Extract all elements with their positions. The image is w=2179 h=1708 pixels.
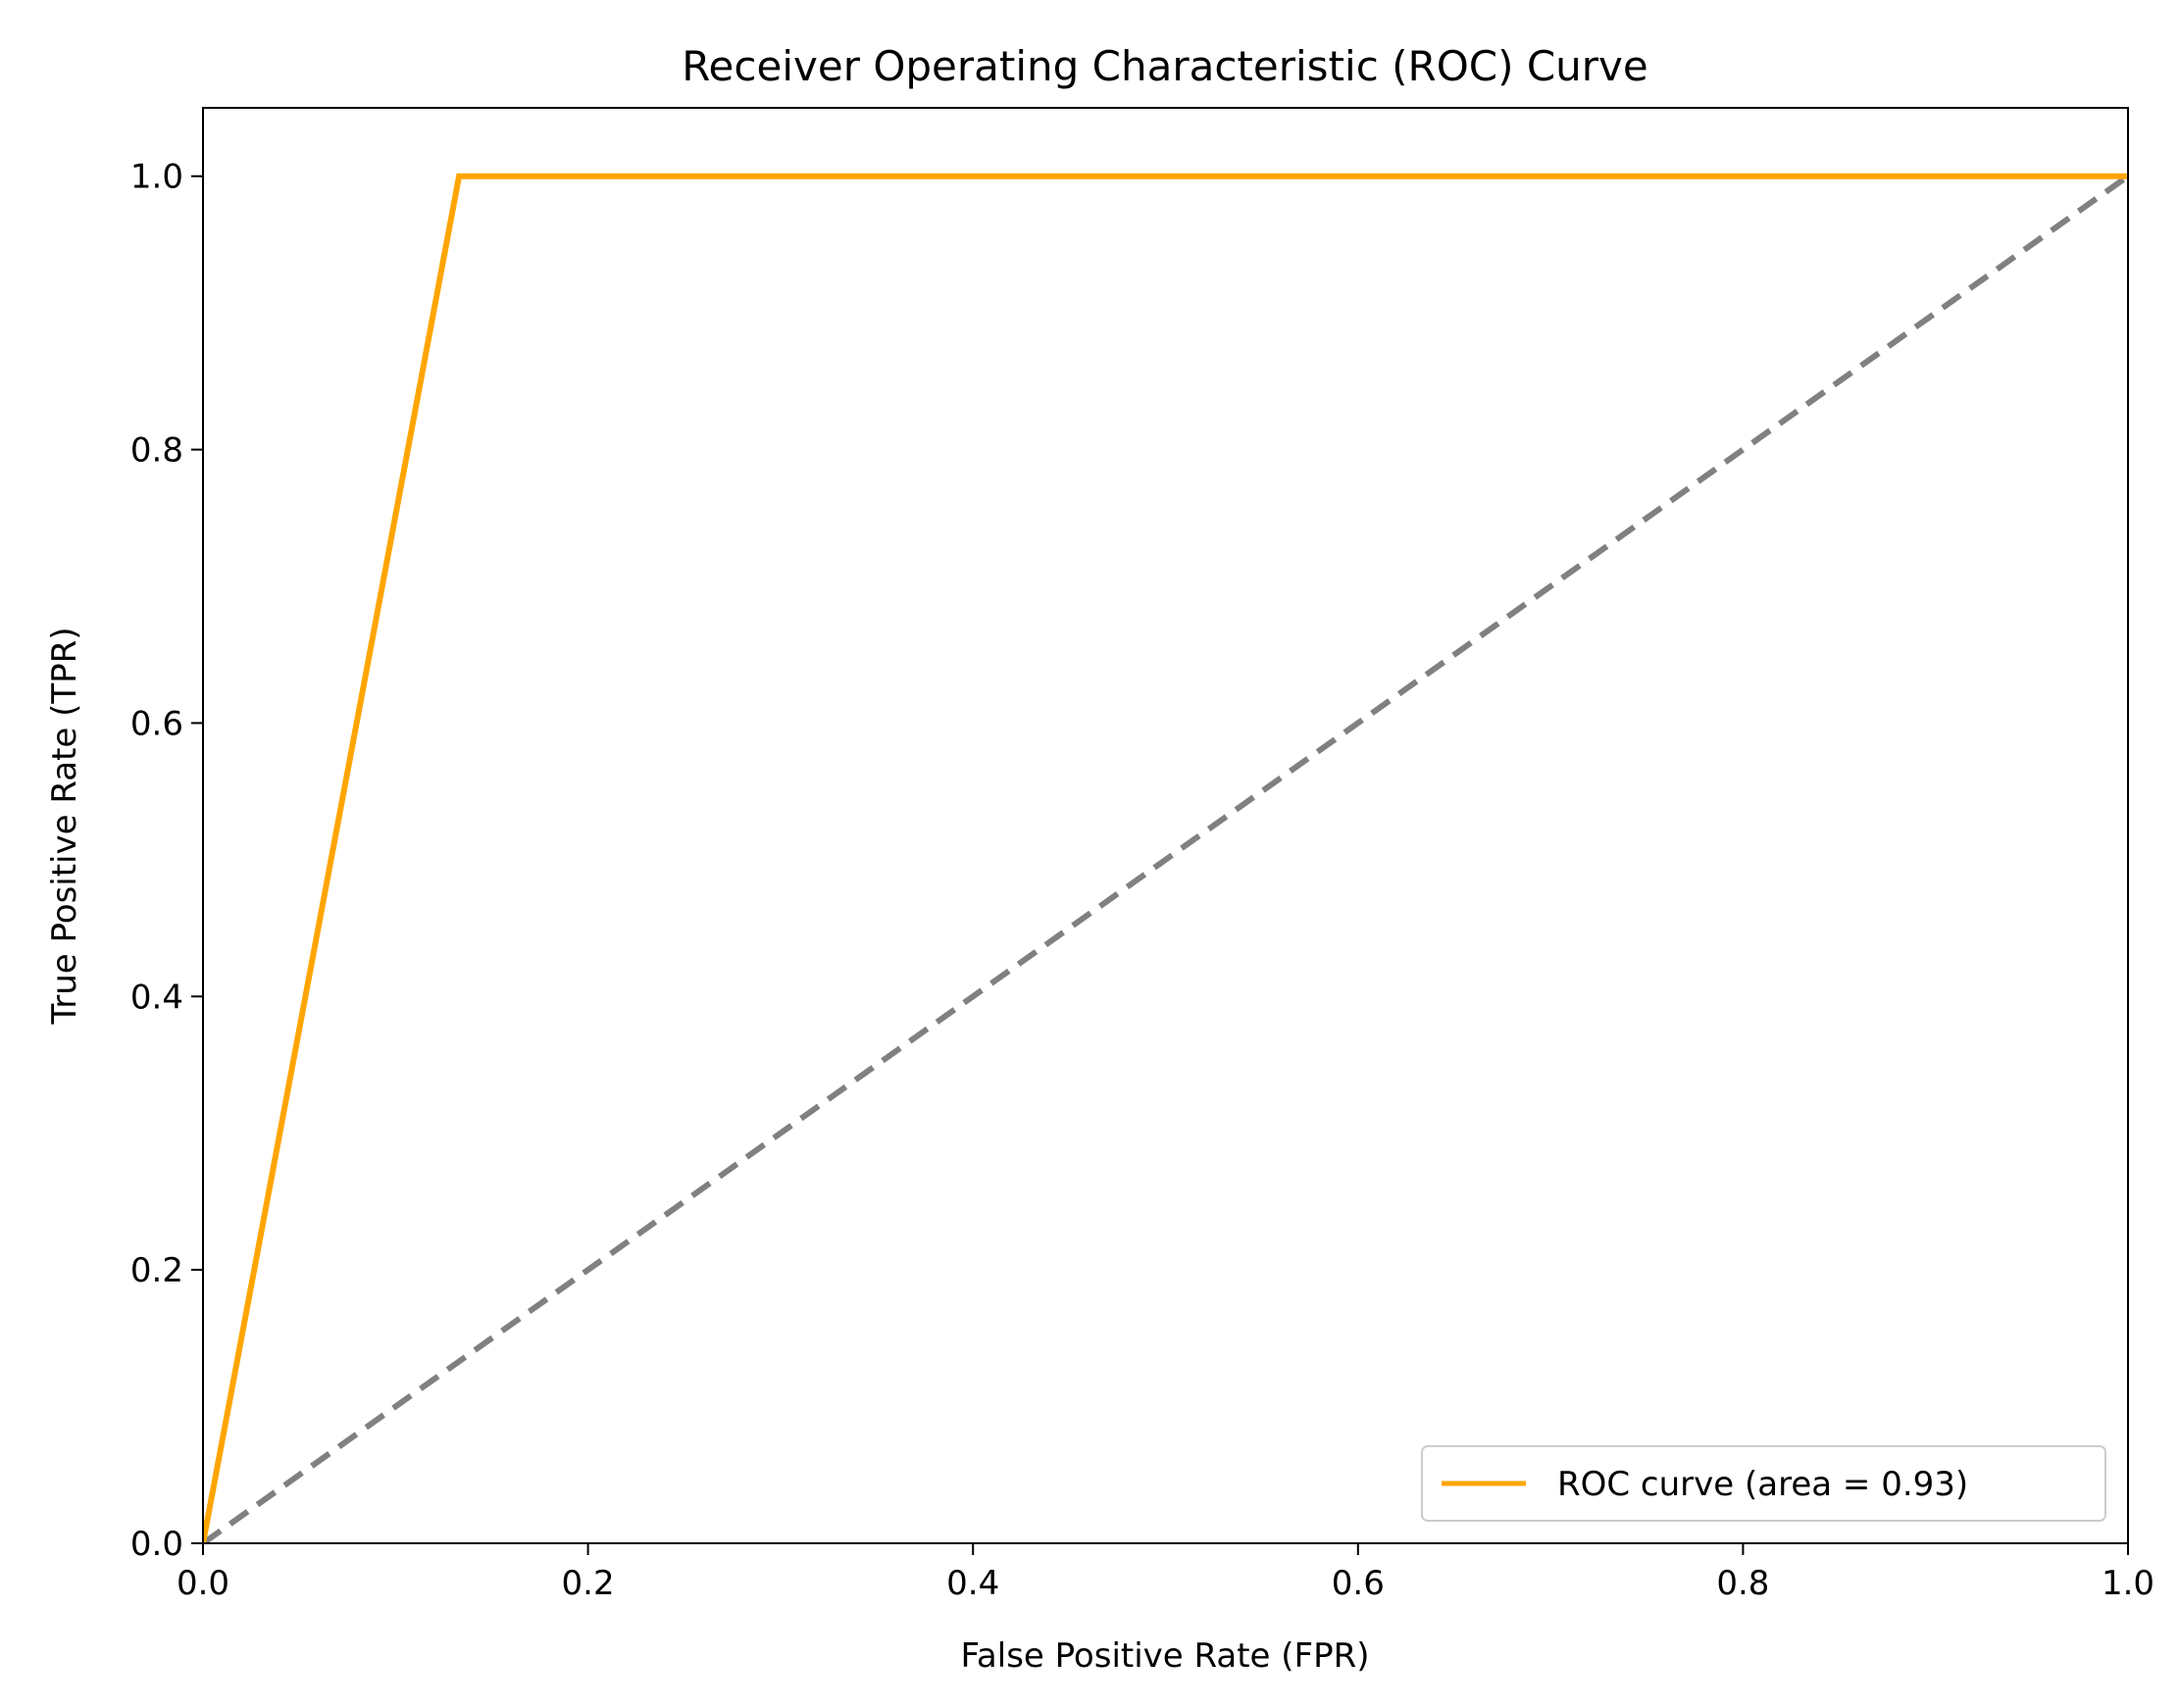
x-tick-label: 0.2 <box>562 1564 615 1603</box>
legend: ROC curve (area = 0.93) <box>1421 1445 2106 1522</box>
series-layer <box>203 173 2128 1543</box>
chance-diagonal-line <box>203 174 2128 1543</box>
y-tick-label: 0.4 <box>130 978 183 1017</box>
x-tick-label: 0.4 <box>946 1564 999 1603</box>
y-axis-label: True Positive Rate (TPR) <box>45 627 84 1025</box>
x-tick-label: 0.0 <box>177 1564 229 1603</box>
x-tick-label: 0.8 <box>1716 1564 1769 1603</box>
plot-frame <box>202 107 2129 1544</box>
y-tick-label: 0.8 <box>130 431 183 471</box>
y-tick-label: 0.0 <box>130 1525 183 1564</box>
x-tick-label: 0.6 <box>1332 1564 1385 1603</box>
y-tick-label: 0.6 <box>130 704 183 743</box>
chart-title: Receiver Operating Characteristic (ROC) … <box>682 42 1647 90</box>
x-axis-label: False Positive Rate (FPR) <box>960 1636 1369 1676</box>
y-tick-label: 0.2 <box>130 1251 183 1290</box>
x-tick-label: 1.0 <box>2102 1564 2154 1603</box>
y-axis-ticks: 0.0 0.2 0.4 0.6 0.8 1.0 <box>130 158 203 1564</box>
x-axis-ticks: 0.0 0.2 0.4 0.6 0.8 1.0 <box>177 1543 2154 1603</box>
legend-box <box>1421 1445 2106 1522</box>
roc-curve-line <box>203 173 2128 1543</box>
legend-label: ROC curve (area = 0.93) <box>1557 1465 1968 1504</box>
y-tick-label: 1.0 <box>130 158 183 197</box>
